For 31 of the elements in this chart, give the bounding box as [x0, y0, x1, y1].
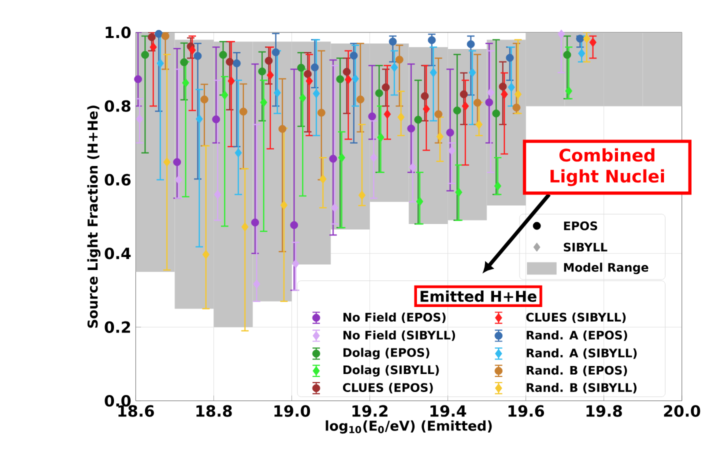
- y-tick-label: 0.4: [104, 248, 131, 260]
- legend-label: Rand. A (SIBYLL): [526, 348, 637, 359]
- x-tick-label: 19.0: [274, 405, 310, 417]
- annotation: Combined Light Nuclei: [550, 148, 664, 186]
- legend-label: CLUES (SIBYLL): [526, 312, 626, 324]
- legend-label: CLUES (EPOS): [342, 382, 433, 394]
- legend-label: Model Range: [564, 262, 648, 274]
- y-axis-title: Source Light Fraction (H+He): [87, 106, 100, 328]
- annotation: SIBYLL: [564, 242, 608, 252]
- x-tick-label: 18.6: [118, 405, 154, 417]
- x-tick-label: 20.0: [664, 405, 700, 417]
- x-tick-label: 19.6: [508, 405, 544, 417]
- legend-label: No Field (EPOS): [343, 312, 446, 324]
- legend-label: Rand. B (SIBYLL): [526, 382, 637, 394]
- y-tick-label: 0.2: [104, 321, 130, 333]
- x-tick-label: 19.2: [352, 405, 388, 417]
- legend-label: Rand. B (EPOS): [526, 366, 627, 376]
- x-tick-label: 19.4: [430, 405, 466, 417]
- legend-title: Emitted H+He: [420, 290, 536, 302]
- y-tick-label: 0.0: [104, 394, 131, 407]
- x-tick-label: 18.8: [196, 405, 232, 417]
- y-tick-label: 0.6: [104, 174, 131, 186]
- annotation: EPOS: [564, 221, 598, 230]
- legend-label: Dolag (SIBYLL): [343, 365, 439, 377]
- y-tick-label: 0.8: [104, 100, 130, 112]
- legend-label: No Field (SIBYLL): [343, 330, 456, 341]
- x-axis-title: log$_{10}$(E$_{0}$/eV) (Emitted): [326, 420, 492, 434]
- x-tick-label: 19.8: [586, 405, 622, 417]
- y-tick-label: 1.0: [106, 26, 131, 38]
- legend-label: Rand. A (EPOS): [526, 330, 628, 341]
- legend-label: Dolag (EPOS): [343, 348, 430, 360]
